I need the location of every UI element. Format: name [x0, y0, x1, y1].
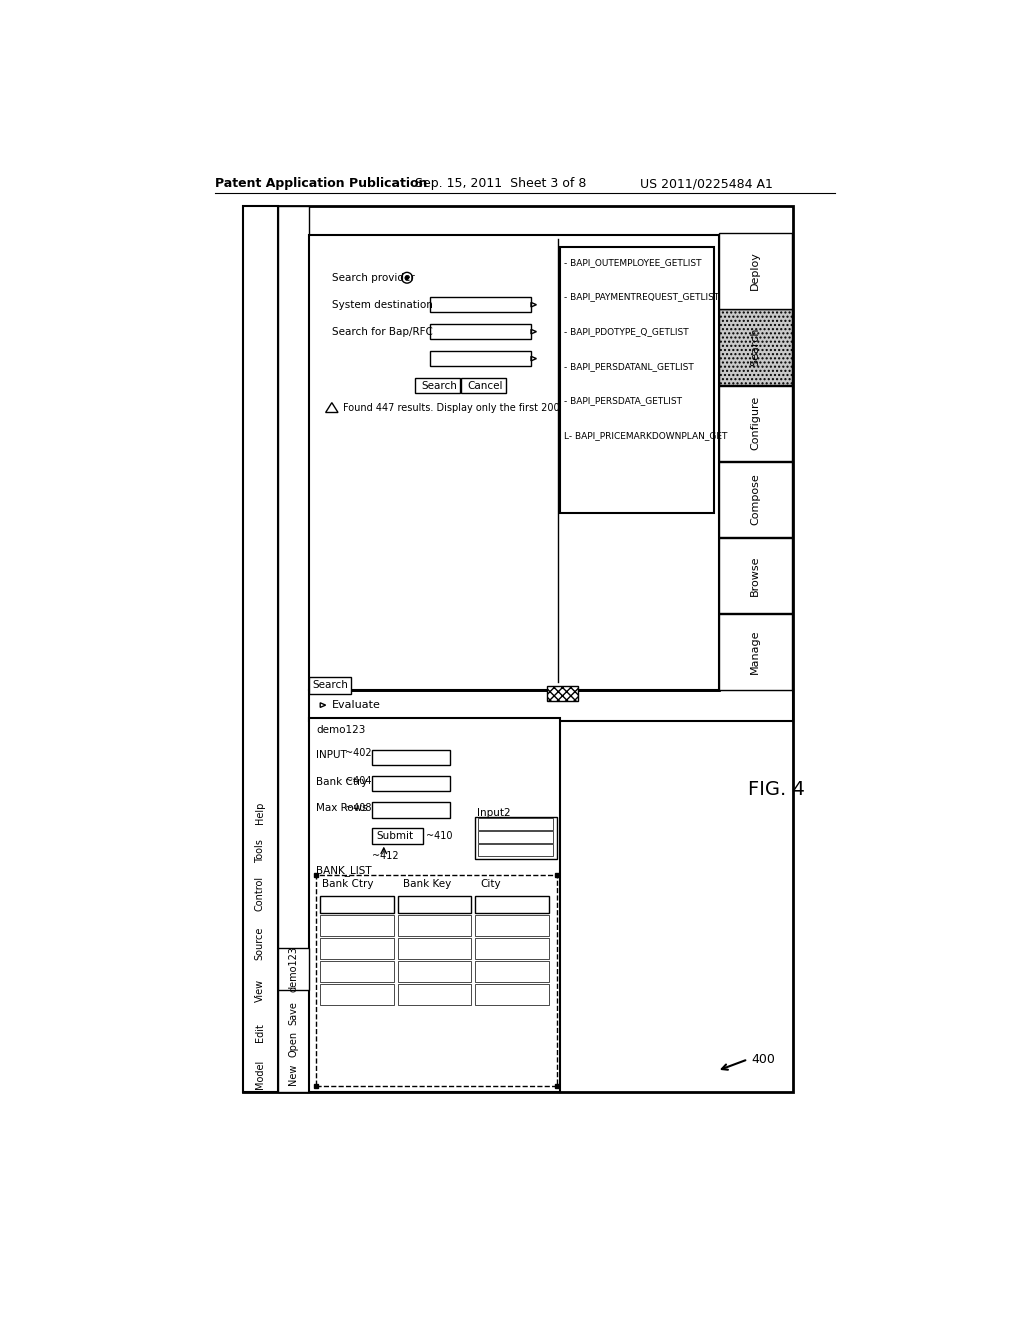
Bar	[478, 832, 554, 843]
Bar	[719, 234, 793, 309]
Text: City: City	[480, 879, 502, 888]
Text: INPUT: INPUT	[316, 750, 347, 760]
Text: Open: Open	[288, 1031, 298, 1057]
Text: - BAPI_PAYMENTREQUEST_GETLIST: - BAPI_PAYMENTREQUEST_GETLIST	[564, 293, 720, 301]
Bar	[475, 937, 549, 960]
Bar	[461, 378, 506, 393]
Bar	[478, 818, 554, 830]
Text: Search: Search	[421, 380, 457, 391]
Bar	[278, 206, 308, 1092]
Circle shape	[404, 276, 410, 280]
Bar	[372, 776, 450, 792]
Text: demo123: demo123	[316, 725, 366, 735]
Text: - BAPI_PERSDATA_GETLIST: - BAPI_PERSDATA_GETLIST	[564, 396, 682, 405]
Bar	[243, 206, 278, 1092]
Bar	[719, 385, 793, 461]
Bar	[321, 961, 394, 982]
Text: Bank Ctry: Bank Ctry	[322, 879, 374, 888]
Text: ~412: ~412	[372, 851, 398, 861]
Text: FIG. 4: FIG. 4	[748, 780, 805, 800]
Text: Tools: Tools	[255, 840, 265, 863]
Bar	[560, 247, 714, 512]
Bar	[316, 875, 557, 1086]
Text: Control: Control	[255, 876, 265, 911]
Text: - BAPI_PERSDATANL_GETLIST: - BAPI_PERSDATANL_GETLIST	[564, 362, 694, 371]
Text: Found 447 results. Display only the first 200: Found 447 results. Display only the firs…	[343, 403, 560, 413]
Text: Deploy: Deploy	[750, 251, 760, 290]
Text: Browse: Browse	[750, 556, 760, 597]
Text: Bank Ctry: Bank Ctry	[316, 777, 368, 787]
Bar	[372, 750, 450, 766]
Text: Cancel: Cancel	[467, 380, 503, 391]
Text: Patent Application Publication: Patent Application Publication	[215, 177, 427, 190]
Text: Max Rows: Max Rows	[316, 804, 368, 813]
Text: ~408: ~408	[345, 804, 372, 813]
Text: ~404: ~404	[345, 776, 372, 785]
Bar	[719, 462, 793, 537]
Text: BANK_LIST: BANK_LIST	[316, 865, 372, 876]
Bar	[278, 948, 308, 990]
Bar	[397, 961, 471, 982]
Text: Submit: Submit	[376, 832, 413, 841]
Text: ~410: ~410	[426, 832, 453, 841]
Bar	[308, 689, 793, 721]
Text: demo123: demo123	[288, 946, 298, 993]
Text: Source: Source	[255, 927, 265, 961]
Text: 400: 400	[752, 1053, 776, 1065]
Bar	[321, 983, 394, 1006]
Bar	[475, 896, 549, 913]
Bar	[243, 206, 793, 1092]
Bar	[321, 896, 394, 913]
Bar	[372, 803, 450, 817]
Text: ~402: ~402	[345, 748, 372, 758]
Text: Save: Save	[288, 1001, 298, 1026]
Bar	[397, 983, 471, 1006]
Bar	[719, 309, 793, 385]
Bar	[397, 896, 471, 913]
Bar	[321, 915, 394, 936]
Bar	[719, 614, 793, 689]
Text: Configure: Configure	[750, 396, 760, 450]
Bar	[475, 915, 549, 936]
Text: Search provider: Search provider	[332, 273, 415, 282]
Text: Edit: Edit	[255, 1023, 265, 1041]
Bar	[308, 235, 719, 689]
Text: System destination: System destination	[332, 300, 433, 310]
Text: Input2: Input2	[477, 808, 510, 818]
Bar	[308, 718, 560, 1092]
Text: Compose: Compose	[750, 474, 760, 525]
Bar	[719, 539, 793, 614]
Text: Manage: Manage	[750, 630, 760, 675]
Bar	[478, 845, 554, 857]
Text: Search for Bap/RFC: Search for Bap/RFC	[332, 326, 433, 337]
Text: Evaluate: Evaluate	[332, 700, 381, 710]
Bar	[430, 323, 531, 339]
Bar	[475, 817, 557, 859]
Text: L- BAPI_PRICEMARKDOWNPLAN_GET: L- BAPI_PRICEMARKDOWNPLAN_GET	[564, 432, 728, 440]
Bar	[547, 686, 578, 701]
Text: - BAPI_PDOTYPE_Q_GETLIST: - BAPI_PDOTYPE_Q_GETLIST	[564, 327, 689, 337]
Bar	[397, 915, 471, 936]
Text: - BAPI_OUTEMPLOYEE_GETLIST: - BAPI_OUTEMPLOYEE_GETLIST	[564, 257, 701, 267]
Text: Search: Search	[312, 680, 348, 690]
Text: View: View	[255, 978, 265, 1002]
Text: Model: Model	[255, 1060, 265, 1089]
Text: Bank Key: Bank Key	[403, 879, 452, 888]
Bar	[430, 351, 531, 367]
Bar	[321, 937, 394, 960]
Text: Search: Search	[750, 327, 760, 367]
Text: New: New	[288, 1064, 298, 1085]
Bar	[475, 983, 549, 1006]
Text: US 2011/0225484 A1: US 2011/0225484 A1	[640, 177, 772, 190]
Bar	[430, 297, 531, 313]
Bar	[372, 829, 423, 843]
Text: Sep. 15, 2011  Sheet 3 of 8: Sep. 15, 2011 Sheet 3 of 8	[415, 177, 586, 190]
Bar	[475, 961, 549, 982]
Bar	[308, 677, 351, 693]
Bar	[397, 937, 471, 960]
Text: Help: Help	[255, 801, 265, 824]
Bar	[415, 378, 460, 393]
